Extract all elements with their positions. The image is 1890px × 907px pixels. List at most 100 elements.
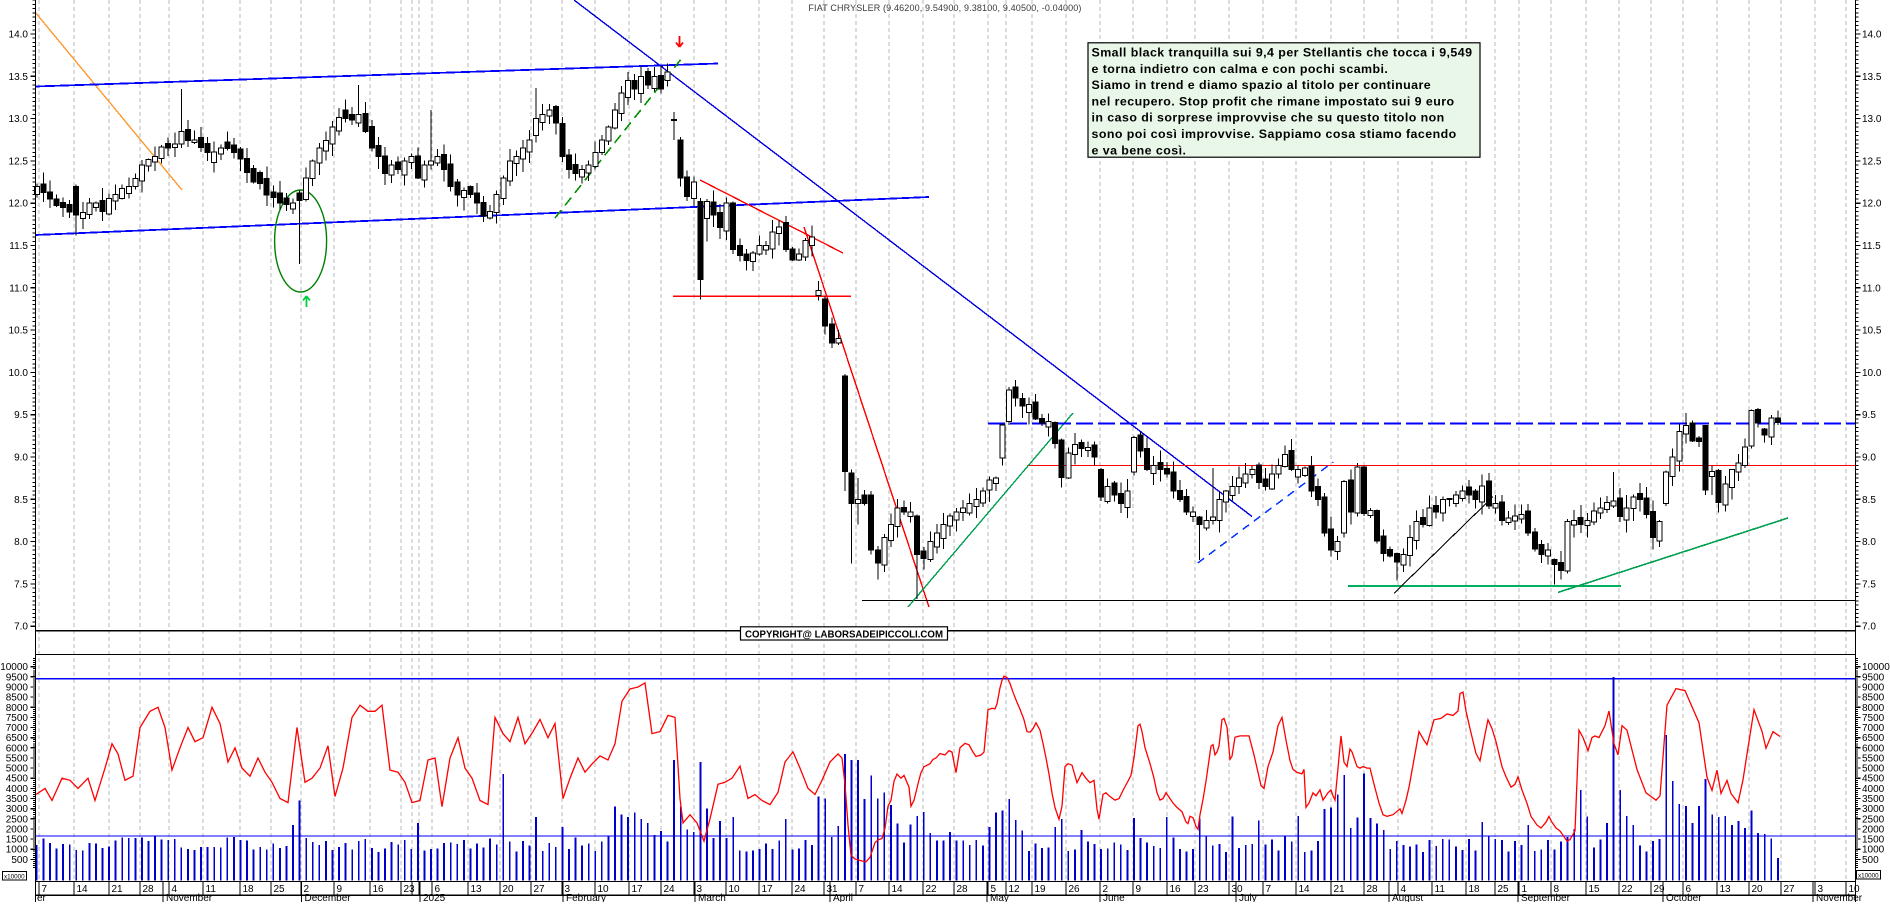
svg-text:16: 16	[1170, 884, 1182, 895]
svg-text:5500: 5500	[1862, 754, 1885, 765]
svg-text:23: 23	[404, 884, 416, 895]
svg-text:4: 4	[1401, 884, 1407, 895]
svg-text:1500: 1500	[6, 835, 29, 846]
svg-text:6500: 6500	[6, 733, 29, 744]
svg-text:10000: 10000	[0, 662, 28, 673]
svg-text:7500: 7500	[6, 713, 29, 724]
svg-text:4000: 4000	[6, 784, 29, 795]
svg-text:21: 21	[112, 884, 124, 895]
svg-text:7.0: 7.0	[1862, 622, 1876, 633]
svg-text:8.0: 8.0	[1862, 537, 1876, 548]
svg-text:12.5: 12.5	[1862, 156, 1882, 167]
svg-text:3: 3	[1818, 884, 1824, 895]
svg-text:9.5: 9.5	[1862, 410, 1876, 421]
svg-text:8.0: 8.0	[14, 537, 28, 548]
svg-text:2000: 2000	[6, 824, 29, 835]
svg-text:12.0: 12.0	[9, 199, 29, 210]
svg-text:10: 10	[598, 884, 610, 895]
svg-text:28: 28	[957, 884, 969, 895]
svg-text:8500: 8500	[1862, 693, 1885, 704]
svg-text:10.5: 10.5	[1862, 326, 1882, 337]
svg-text:9.0: 9.0	[1862, 453, 1876, 464]
svg-text:7.0: 7.0	[14, 622, 28, 633]
svg-text:nel recupero. Stop profit che: nel recupero. Stop profit che rimane imp…	[1092, 94, 1455, 108]
svg-text:7.5: 7.5	[14, 579, 28, 590]
svg-text:7: 7	[859, 884, 865, 895]
svg-text:2500: 2500	[6, 814, 29, 825]
svg-text:9: 9	[337, 884, 343, 895]
svg-text:5500: 5500	[6, 754, 29, 765]
svg-text:10: 10	[729, 884, 741, 895]
svg-text:2: 2	[1103, 884, 1109, 895]
svg-text:11: 11	[206, 884, 217, 895]
svg-text:500: 500	[1862, 855, 1879, 866]
svg-text:23: 23	[1198, 884, 1210, 895]
svg-text:13.0: 13.0	[1862, 114, 1882, 125]
svg-text:7000: 7000	[6, 723, 29, 734]
svg-text:4500: 4500	[1862, 774, 1885, 785]
svg-text:April: April	[833, 893, 853, 902]
svg-text:14: 14	[1299, 884, 1311, 895]
svg-text:COPYRIGHT@ LABORSADEIPICCOLI.C: COPYRIGHT@ LABORSADEIPICCOLI.COM	[745, 628, 943, 640]
svg-text:7000: 7000	[1862, 723, 1885, 734]
svg-text:July: July	[1239, 893, 1257, 902]
svg-text:Siamo in trend e diamo spazio: Siamo in trend e diamo spazio al titolo …	[1092, 78, 1432, 92]
svg-text:May: May	[990, 893, 1009, 902]
svg-text:13.5: 13.5	[9, 72, 29, 83]
svg-text:March: March	[698, 893, 726, 902]
svg-text:11: 11	[1435, 884, 1446, 895]
svg-text:21: 21	[1334, 884, 1346, 895]
svg-text:16: 16	[373, 884, 385, 895]
svg-text:in caso di sorprese improvvise: in caso di sorprese improvvise che su qu…	[1092, 111, 1445, 125]
svg-text:er: er	[37, 893, 47, 902]
svg-text:14: 14	[892, 884, 904, 895]
svg-text:4500: 4500	[6, 774, 29, 785]
svg-text:4000: 4000	[1862, 784, 1885, 795]
svg-text:18: 18	[1469, 884, 1481, 895]
svg-text:November: November	[166, 893, 213, 902]
svg-text:13.0: 13.0	[9, 114, 29, 125]
svg-text:3500: 3500	[1862, 794, 1885, 805]
svg-text:11.0: 11.0	[9, 283, 28, 294]
svg-text:10.0: 10.0	[9, 368, 29, 379]
svg-text:17: 17	[762, 884, 774, 895]
svg-text:1500: 1500	[1862, 835, 1885, 846]
svg-text:1000: 1000	[6, 845, 29, 856]
svg-text:5000: 5000	[1862, 764, 1885, 775]
svg-text:7500: 7500	[1862, 713, 1885, 724]
svg-text:12: 12	[1009, 884, 1021, 895]
svg-text:13.5: 13.5	[1862, 72, 1882, 83]
svg-text:September: September	[1521, 893, 1571, 902]
svg-text:11.5: 11.5	[9, 241, 28, 252]
svg-text:8000: 8000	[1862, 703, 1885, 714]
svg-text:2000: 2000	[1862, 824, 1885, 835]
svg-text:25: 25	[274, 884, 286, 895]
svg-text:20: 20	[1752, 884, 1764, 895]
svg-text:2: 2	[304, 884, 310, 895]
svg-text:20: 20	[503, 884, 515, 895]
svg-text:9: 9	[1136, 884, 1142, 895]
svg-text:9.5: 9.5	[14, 410, 28, 421]
svg-text:10: 10	[1849, 884, 1861, 895]
svg-text:5: 5	[991, 884, 997, 895]
svg-text:11.0: 11.0	[1862, 283, 1881, 294]
svg-text:2025: 2025	[423, 893, 446, 902]
svg-text:18: 18	[243, 884, 255, 895]
svg-text:December: December	[305, 893, 352, 902]
svg-text:x10000: x10000	[4, 873, 25, 880]
svg-text:6000: 6000	[6, 743, 29, 754]
svg-text:Small black tranquilla sui 9,4: Small black tranquilla sui 9,4 per Stell…	[1092, 46, 1473, 60]
svg-text:28: 28	[1367, 884, 1379, 895]
svg-text:9000: 9000	[6, 683, 29, 694]
svg-text:6: 6	[435, 884, 441, 895]
svg-text:7.5: 7.5	[1862, 579, 1876, 590]
svg-text:7: 7	[42, 884, 48, 895]
svg-text:June: June	[1103, 893, 1125, 902]
svg-text:11.5: 11.5	[1862, 241, 1881, 252]
svg-text:3000: 3000	[1862, 804, 1885, 815]
svg-text:12.5: 12.5	[9, 156, 29, 167]
svg-text:13: 13	[471, 884, 483, 895]
svg-text:26: 26	[1069, 884, 1081, 895]
svg-text:August: August	[1392, 893, 1423, 902]
svg-text:10000: 10000	[1862, 662, 1890, 673]
